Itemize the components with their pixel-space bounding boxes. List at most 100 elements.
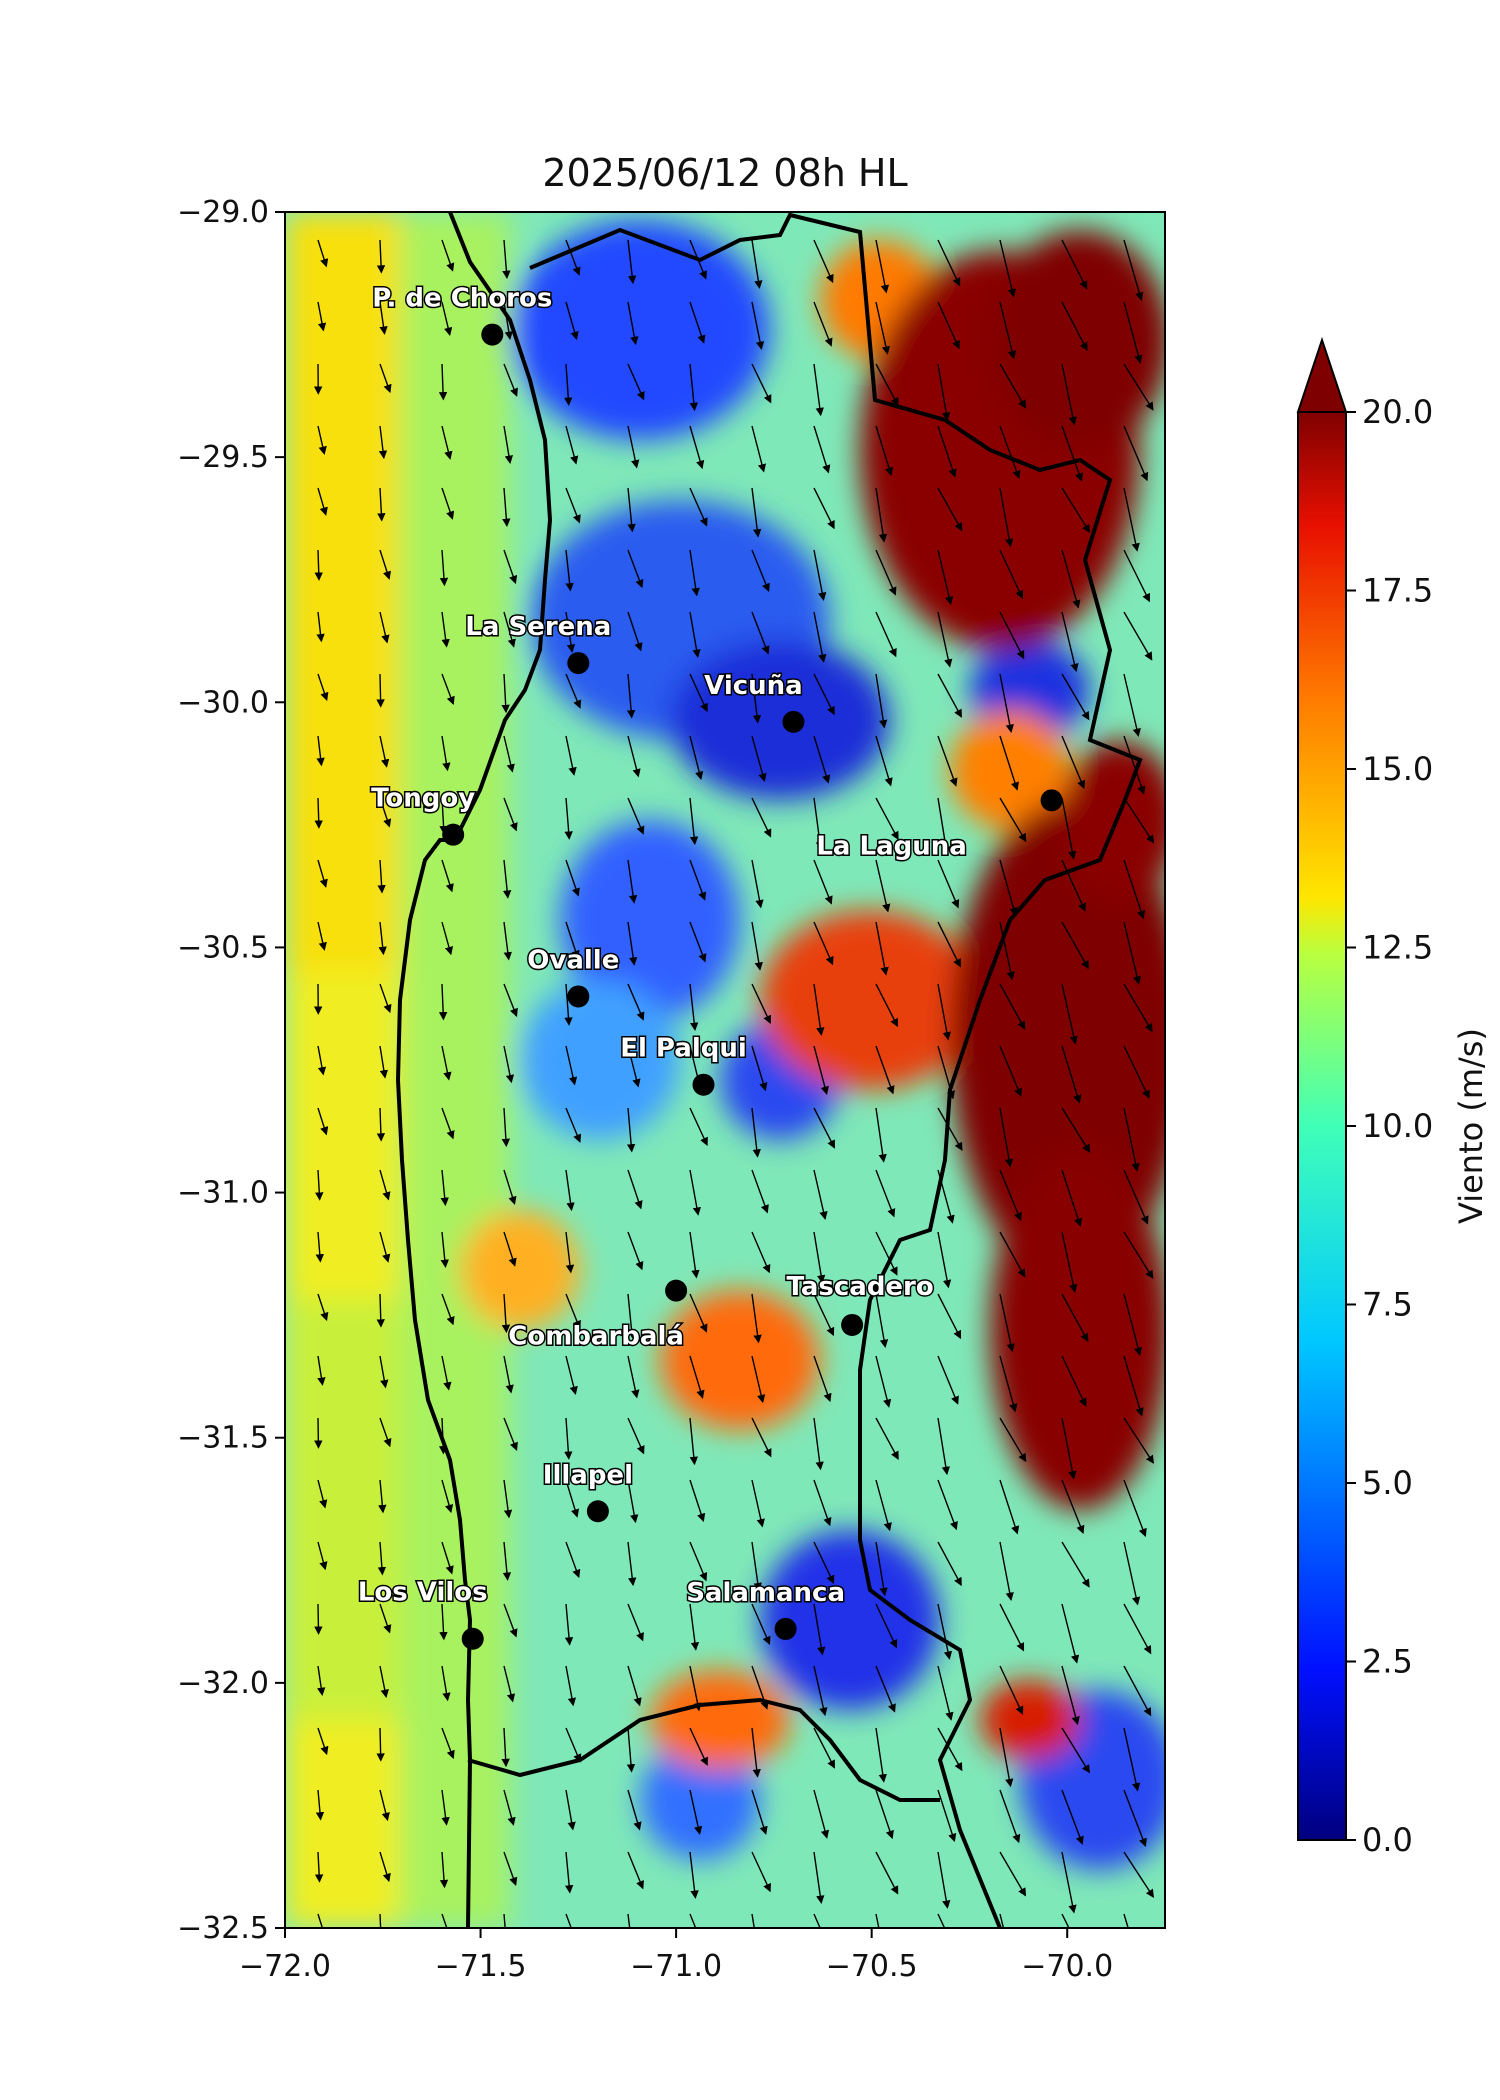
x-tick-label: −71.0 <box>630 1949 722 1984</box>
wind-arrow <box>751 1541 762 1592</box>
wind-vectors <box>314 239 1155 1928</box>
x-tick-label: −72.0 <box>239 1949 331 1984</box>
wind-arrow <box>565 1665 577 1707</box>
wind-arrow <box>627 611 643 652</box>
wind-arrow <box>751 797 772 838</box>
wind-arrow <box>627 1231 644 1271</box>
plot-frame <box>284 211 1166 1929</box>
wind-arrow <box>438 1417 448 1455</box>
wind-arrow <box>751 1479 765 1528</box>
wind-arrow <box>317 1355 326 1386</box>
wind-arrow <box>937 1293 962 1340</box>
wind-arrow <box>441 1789 450 1826</box>
wind-arrow <box>317 1107 329 1136</box>
wind-arrow <box>751 1851 771 1893</box>
wind-arrow <box>440 1169 449 1207</box>
city-marker <box>461 1627 484 1650</box>
wind-arrow <box>565 921 580 960</box>
wind-arrow <box>503 1851 518 1886</box>
y-tick-label: −30.5 <box>177 930 269 965</box>
wind-arrow <box>503 1169 517 1205</box>
wind-arrow <box>317 425 327 455</box>
wind-arrow <box>317 1727 329 1756</box>
wind-arrow <box>441 673 455 706</box>
wind-arrow <box>564 1417 573 1460</box>
wind-arrow <box>875 797 899 841</box>
wind-arrow <box>379 1169 391 1201</box>
wind-arrow <box>999 1107 1014 1168</box>
wind-arrow <box>565 425 579 465</box>
wind-arrow <box>689 1293 708 1333</box>
wind-arrow <box>689 1355 705 1399</box>
wind-arrow <box>999 1541 1014 1602</box>
wind-arrow <box>377 1541 387 1576</box>
wind-arrow <box>813 1107 835 1149</box>
wind-arrow <box>441 1665 451 1702</box>
wind-arrow <box>316 611 325 643</box>
wind-arrow <box>999 1231 1026 1278</box>
wind-arrow <box>813 1665 828 1717</box>
wind-arrow <box>999 859 1018 917</box>
wind-arrow <box>1061 1727 1090 1774</box>
wind-arrow <box>999 549 1024 600</box>
wind-arrow <box>1123 859 1145 920</box>
wind-arrow <box>1123 1045 1150 1099</box>
wind-arrow <box>503 549 518 585</box>
wind-arrow <box>565 1479 580 1518</box>
wind-arrow <box>999 1293 1015 1353</box>
coastline <box>395 212 553 1928</box>
wind-arrow <box>565 673 582 709</box>
wind-arrow <box>441 239 455 272</box>
wind-arrow <box>503 1417 518 1452</box>
wind-arrow <box>314 1851 324 1883</box>
wind-arrow <box>999 611 1025 660</box>
wind-arrow <box>1123 1417 1154 1464</box>
wind-arrow <box>875 1851 899 1895</box>
wind-arrow <box>316 735 325 767</box>
colorbar-tick-label: 7.5 <box>1362 1286 1413 1324</box>
wind-arrow <box>937 1851 951 1909</box>
wind-arrow <box>937 363 951 421</box>
city-marker <box>774 1617 797 1640</box>
wind-arrow <box>813 1231 826 1284</box>
wind-arrow <box>441 1107 455 1140</box>
city-label: Illapel <box>543 1460 633 1490</box>
colorbar-tick-label: 10.0 <box>1362 1107 1433 1145</box>
wind-arrow <box>502 487 511 528</box>
wind-arrow <box>813 1479 832 1527</box>
wind-arrow <box>751 1107 761 1158</box>
wind-arrow <box>937 1727 963 1772</box>
wind-arrow <box>379 1789 390 1822</box>
wind-arrow <box>937 611 953 668</box>
wind-arrow <box>441 859 454 893</box>
city-marker <box>567 652 590 675</box>
wind-arrow <box>503 1479 513 1519</box>
wind-arrow <box>1061 301 1088 352</box>
wind-arrow <box>1061 1603 1080 1664</box>
wind-arrow <box>1123 1169 1149 1225</box>
wind-arrow <box>1123 363 1154 411</box>
wind-arrow <box>751 1045 768 1092</box>
wind-field-plot: P. de Choros La Serena Vicuña Tongoy La Lagu… <box>285 212 1165 1928</box>
wind-arrow <box>565 1231 575 1274</box>
wind-arrow <box>937 1169 955 1224</box>
wind-arrow <box>1123 1851 1154 1898</box>
wind-arrow <box>441 1293 455 1326</box>
wind-arrow <box>503 797 518 832</box>
wind-arrow <box>875 735 893 787</box>
wind-arrow <box>441 1479 454 1514</box>
wind-arrow <box>503 1913 506 1928</box>
wind-arrow <box>565 1541 581 1579</box>
wind-arrow <box>565 487 581 524</box>
wind-arrow <box>875 1169 896 1218</box>
wind-arrow <box>689 1727 708 1766</box>
wind-arrow <box>1061 549 1081 609</box>
wind-arrow <box>502 859 512 899</box>
wind-arrow <box>813 1169 828 1221</box>
colorbar-tick-label: 15.0 <box>1362 750 1433 788</box>
wind-arrow <box>937 1107 963 1152</box>
wind-arrow <box>627 797 645 835</box>
x-axis-ticks: −72.0 −71.5 −71.0 −70.5 −70.0 <box>239 1928 1113 1984</box>
wind-arrow <box>379 363 392 394</box>
wind-arrow <box>689 797 699 846</box>
